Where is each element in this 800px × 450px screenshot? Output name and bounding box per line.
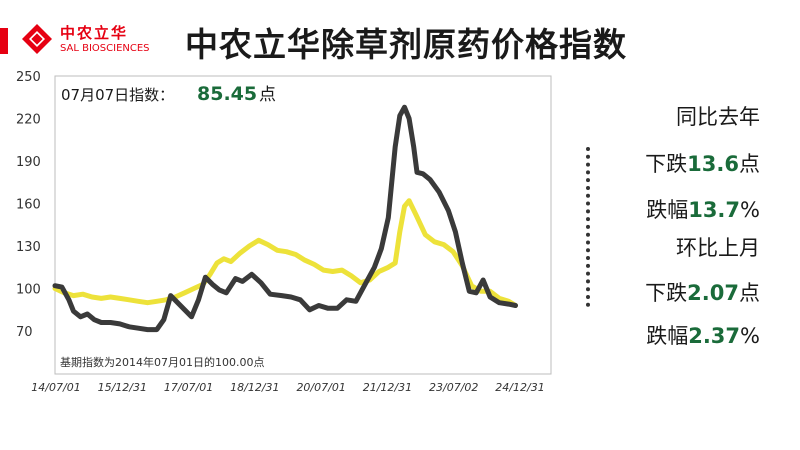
mom-drop-rate: 跌幅2.37% (646, 324, 760, 348)
x-tick-label: 17/07/01 (164, 381, 213, 394)
series-line-dark (52, 104, 518, 333)
page-title: 中农立华除草剂原药价格指数 (185, 25, 627, 64)
base-index-note: 基期指数为2014年07月01日的100.00点 (60, 355, 264, 369)
yoy-drop: 下跌13.6点 (645, 152, 760, 176)
x-tick-label: 21/12/31 (363, 381, 412, 394)
x-tick-label: 14/07/01 (31, 381, 80, 394)
yoy-drop-rate: 跌幅13.7% (646, 198, 760, 222)
index-date-label: 07月07日指数： (61, 86, 174, 104)
stats-divider (586, 147, 590, 307)
y-tick-label: 130 (16, 240, 41, 255)
company-logo: 中农立华 SAL BIOSCIENCES (20, 22, 200, 62)
logo-mark-icon (22, 24, 52, 54)
y-tick-label: 220 (16, 113, 41, 128)
x-tick-label: 20/07/01 (296, 381, 345, 394)
plot-frame (54, 75, 552, 375)
mom-heading: 环比上月 (676, 236, 760, 260)
y-tick-label: 160 (16, 198, 41, 213)
y-tick-label: 100 (16, 283, 41, 298)
x-tick-label: 24/12/31 (495, 381, 544, 394)
y-tick-label: 250 (16, 70, 41, 85)
series-line-yellow (52, 198, 518, 308)
index-unit: 点 (259, 85, 276, 105)
y-tick-label: 190 (16, 155, 41, 170)
y-tick-label: 70 (16, 325, 33, 340)
logo-en-text: SAL BIOSCIENCES (60, 43, 150, 54)
mom-drop: 下跌2.07点 (645, 281, 760, 305)
x-tick-label: 23/07/02 (429, 381, 478, 394)
x-tick-label: 18/12/31 (230, 381, 279, 394)
x-tick-label: 15/12/31 (98, 381, 147, 394)
index-value: 85.45 (197, 83, 257, 105)
logo-cn-text: 中农立华 (60, 24, 129, 42)
yoy-heading: 同比去年 (676, 105, 760, 129)
accent-bar (0, 28, 8, 54)
stats-panel: 同比去年 下跌13.6点 跌幅13.7% 环比上月 下跌2.07点 跌幅2.37… (580, 95, 780, 365)
